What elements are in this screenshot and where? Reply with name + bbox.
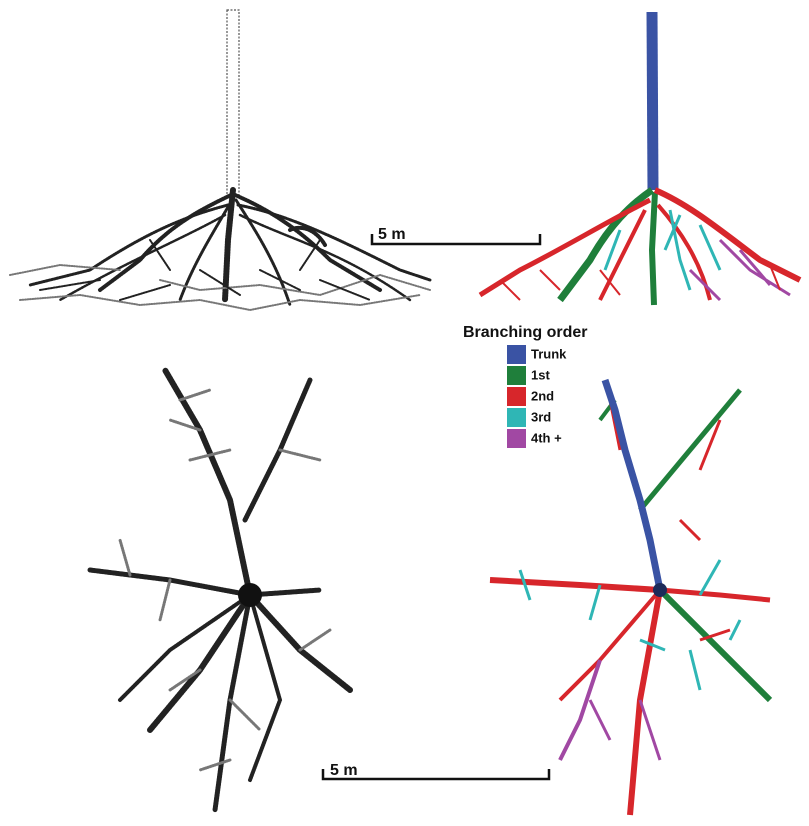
legend-label: 2nd [531, 388, 554, 403]
legend-swatch [507, 408, 526, 427]
legend-label: 4th + [531, 430, 562, 445]
scale-bar: 5 m [372, 226, 540, 244]
scale-label: 5 m [378, 226, 406, 243]
legend-swatch [507, 429, 526, 448]
point-cloud-side-view [10, 10, 430, 310]
legend-label: 3rd [531, 409, 551, 424]
legend-swatch [507, 387, 526, 406]
legend-title: Branching order [463, 324, 587, 341]
scale-bar: 5 m [323, 762, 549, 779]
scale-label: 5 m [330, 762, 358, 779]
legend-swatch [507, 366, 526, 385]
qsm-side-view [480, 12, 800, 305]
point-cloud-top-view [90, 370, 350, 810]
figure: 5 m Branching order Trunk1st2nd3rd4th + … [0, 0, 809, 826]
legend-label: Trunk [531, 346, 567, 361]
legend-label: 1st [531, 367, 550, 382]
legend-swatch [507, 345, 526, 364]
legend: Branching order Trunk 1st 2nd 3rd 4th + [463, 324, 587, 448]
